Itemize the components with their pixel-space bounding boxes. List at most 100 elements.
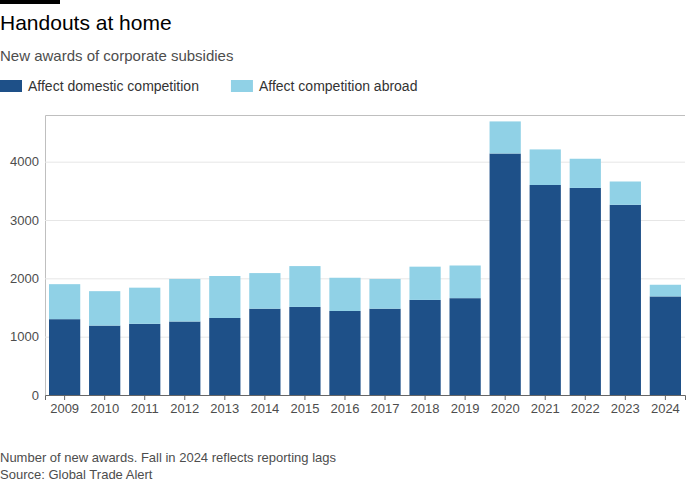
x-tick: 2022: [571, 395, 600, 416]
x-tick-mark: [505, 395, 506, 400]
bar: [209, 318, 240, 395]
x-tick: 2015: [290, 395, 319, 416]
x-tick-label: 2020: [491, 401, 520, 416]
x-axis: 2009 2010 2011 2012 2013 2014 2015 2016 2017 2018…: [46, 395, 686, 416]
bar: [289, 266, 320, 307]
bar: [650, 296, 681, 395]
bar: [129, 288, 160, 324]
x-tick-mark: [224, 395, 225, 400]
bar: [570, 188, 601, 395]
bar: [169, 322, 200, 396]
x-tick-mark: [184, 395, 185, 400]
bar: [409, 267, 440, 300]
legend-swatch: [231, 80, 253, 92]
bar: [530, 185, 561, 395]
source: Source: Global Trade Alert: [0, 467, 153, 482]
brand-strip: [0, 0, 60, 4]
bar: [409, 300, 440, 395]
x-tick: 2014: [250, 395, 279, 416]
y-tick-label: 4000: [10, 154, 39, 169]
bar: [89, 291, 120, 325]
bar: [450, 298, 481, 395]
bar: [650, 285, 681, 297]
bar: [129, 324, 160, 395]
bar: [169, 279, 200, 322]
bar: [450, 266, 481, 299]
series: [49, 154, 681, 396]
bar: [530, 149, 561, 185]
x-tick-mark: [385, 395, 386, 400]
legend-label: Affect competition abroad: [259, 78, 418, 94]
x-tick-mark: [425, 395, 426, 400]
bar: [89, 326, 120, 395]
x-tick-label: 2017: [371, 401, 400, 416]
x-tick-label: 2015: [290, 401, 319, 416]
y-tick-label: 1000: [10, 329, 39, 344]
x-tick: 2021: [531, 395, 560, 416]
x-tick-label: 2010: [90, 401, 119, 416]
legend-label: Affect domestic competition: [28, 78, 199, 94]
chart: Handouts at home New awards of corporate …: [0, 0, 700, 500]
x-tick-mark: [264, 395, 265, 400]
bar: [249, 309, 280, 395]
x-tick: 2013: [210, 395, 239, 416]
y-axis-line: [46, 116, 686, 396]
x-tick-mark: [344, 395, 345, 400]
x-tick: 2019: [451, 395, 480, 416]
bar: [49, 319, 80, 395]
x-tick-label: 2023: [611, 401, 640, 416]
bar: [369, 279, 400, 309]
bar: [249, 273, 280, 309]
bar: [289, 307, 320, 395]
x-tick: 2023: [611, 395, 640, 416]
x-tick-mark: [585, 395, 586, 400]
x-tick-label: 2016: [331, 401, 360, 416]
bar: [570, 159, 601, 188]
x-tick-mark: [104, 395, 105, 400]
x-tick-mark: [665, 395, 666, 400]
x-tick-label: 2024: [651, 401, 680, 416]
x-tick-mark: [144, 395, 145, 400]
x-tick-label: 2014: [250, 401, 279, 416]
bars: [49, 121, 681, 395]
y-tick-label: 2000: [10, 271, 39, 286]
legend-swatch: [0, 80, 22, 92]
x-tick: 2012: [170, 395, 199, 416]
x-tick-mark: [64, 395, 65, 400]
x-tick: 2020: [491, 395, 520, 416]
bar: [369, 309, 400, 395]
x-tick: 2011: [131, 395, 159, 416]
series: [49, 121, 681, 325]
x-tick-mark: [625, 395, 626, 400]
subtitle: New awards of corporate subsidies: [0, 47, 233, 64]
legend: Affect domestic competition Affect compet…: [0, 78, 417, 94]
bar: [490, 154, 521, 396]
x-tick: 2024: [651, 395, 680, 416]
y-tick-label: 3000: [10, 213, 39, 228]
x-tick-mark: [465, 395, 466, 400]
x-tick: 2018: [411, 395, 440, 416]
x-tick-label: 2018: [411, 401, 440, 416]
y-tick-label: 0: [32, 388, 39, 403]
x-tick-mark: [304, 395, 305, 400]
bar: [329, 278, 360, 311]
x-tick: 2017: [371, 395, 400, 416]
x-tick-label: 2022: [571, 401, 600, 416]
plot: 0 1000 2000 3000 4000 2009 2010 2011 2012 2013 201…: [10, 116, 685, 417]
x-tick-label: 2011: [131, 401, 159, 416]
x-tick-label: 2009: [50, 401, 79, 416]
footnote: Number of new awards. Fall in 2024 refle…: [0, 450, 336, 465]
x-tick-label: 2012: [170, 401, 199, 416]
bar: [329, 311, 360, 395]
bar: [610, 182, 641, 205]
title: Handouts at home: [0, 11, 172, 34]
bar: [490, 121, 521, 153]
x-tick-mark: [545, 395, 546, 400]
x-tick: 2016: [331, 395, 360, 416]
bar: [610, 205, 641, 395]
bar: [49, 284, 80, 319]
x-tick: 2009: [50, 395, 79, 416]
x-tick-label: 2019: [451, 401, 480, 416]
x-tick-label: 2013: [210, 401, 239, 416]
y-axis: 0 1000 2000 3000 4000: [10, 116, 685, 403]
